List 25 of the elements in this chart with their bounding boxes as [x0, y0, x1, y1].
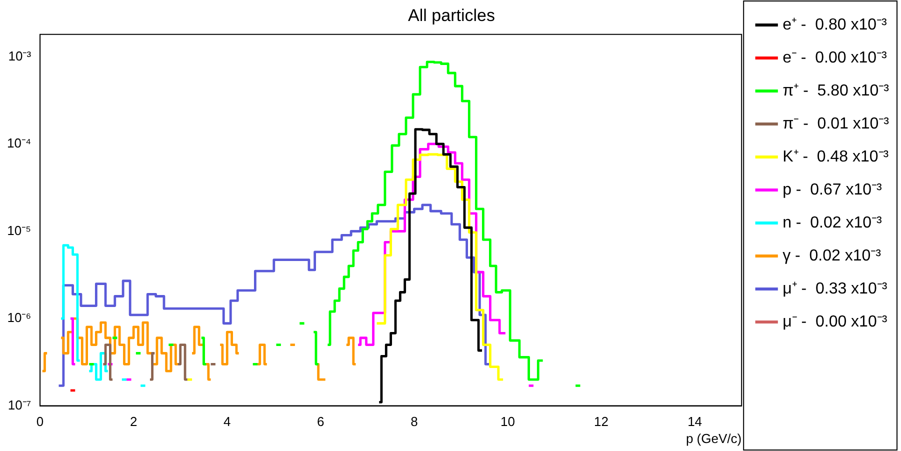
- y-tick-label: 10⁻⁵: [7, 222, 32, 238]
- y-tick-label: 10⁻⁶: [7, 310, 32, 326]
- legend-label: μ⁻ - 0.00 x10⁻³: [782, 313, 888, 330]
- x-tick-label: 12: [594, 414, 609, 430]
- legend-label: K⁺ - 0.48 x10⁻³: [782, 148, 890, 166]
- legend-label: π⁻ - 0.01 x10⁻³: [782, 115, 890, 132]
- y-tick-label: 10⁻⁷: [8, 397, 32, 412]
- legend-label: e⁻ - 0.00 x10⁻³: [782, 49, 888, 66]
- y-tick-label: 10⁻⁴: [7, 136, 32, 151]
- x-tick-label: 4: [224, 414, 231, 430]
- legend-label: n - 0.02 x10⁻³: [782, 214, 883, 232]
- legend-label: γ - 0.02 x10⁻³: [782, 247, 882, 264]
- x-tick-label: 14: [688, 414, 702, 430]
- legend-label: e⁺ - 0.80 x10⁻³: [782, 16, 888, 34]
- x-tick-label: 6: [317, 414, 324, 430]
- x-axis-title: p (GeV/c): [686, 430, 742, 446]
- y-tick-label: 10⁻³: [8, 48, 32, 64]
- legend-label: p - 0.67 x10⁻³: [782, 181, 883, 198]
- legend-label: π⁺ - 5.80 x10⁻³: [782, 82, 890, 100]
- x-tick-label: 0: [36, 414, 44, 430]
- x-tick-label: 8: [410, 414, 418, 430]
- chart-title: All particles: [408, 6, 495, 25]
- x-tick-label: 10: [500, 414, 515, 430]
- legend-label: μ⁺ - 0.33 x10⁻³: [782, 280, 888, 298]
- x-tick-label: 2: [130, 414, 138, 430]
